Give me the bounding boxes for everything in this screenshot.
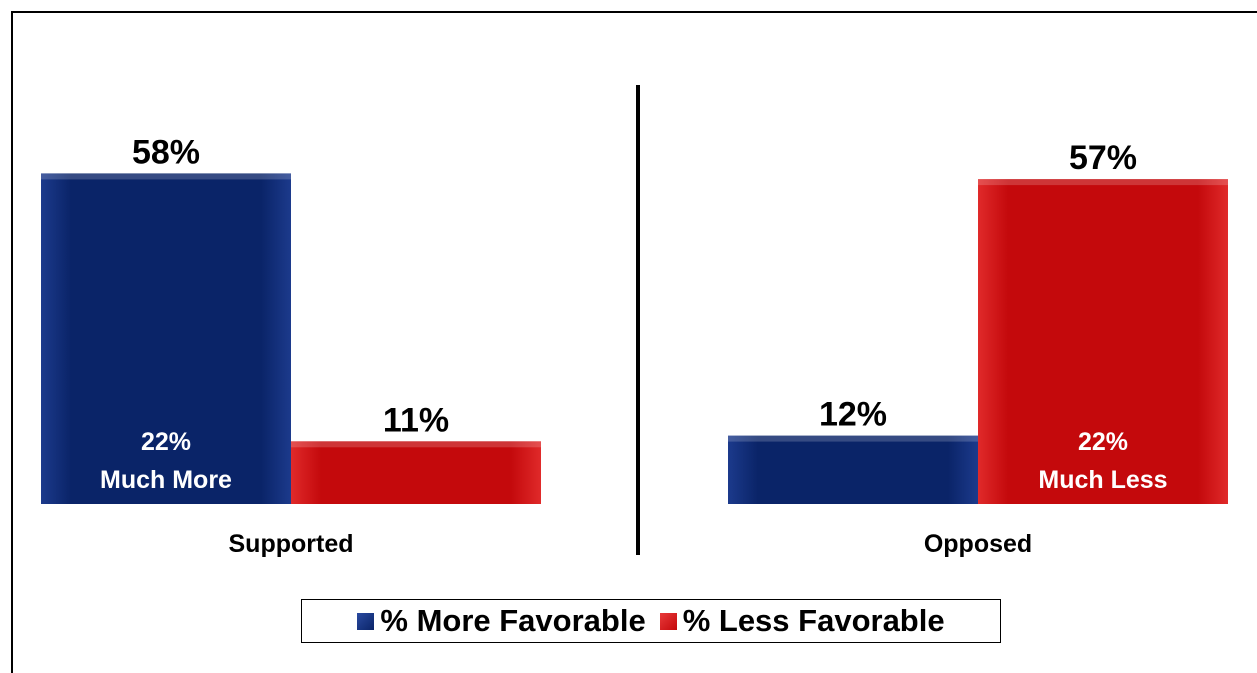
legend-item-more-favorable: % More Favorable xyxy=(357,603,646,639)
annotation-opposed-line-1: Much Less xyxy=(1038,466,1167,494)
bar-supported-more-favorable xyxy=(41,173,291,504)
value-label-supported-more-favorable: 58% xyxy=(132,133,200,171)
legend-swatch-more-favorable xyxy=(357,612,375,630)
bar-bevel xyxy=(978,179,1228,186)
bar-opposed-more-favorable xyxy=(728,435,978,504)
bar-bevel xyxy=(728,435,978,442)
legend-label-less-favorable: % Less Favorable xyxy=(682,603,945,638)
annotation-supported-line-0: 22% xyxy=(141,428,191,456)
legend-swatch-less-favorable xyxy=(659,612,677,630)
chart-frame xyxy=(11,11,1257,673)
legend-item-less-favorable: % Less Favorable xyxy=(659,603,945,639)
bar-bevel xyxy=(291,441,541,448)
annotation-opposed-line-0: 22% xyxy=(1078,428,1128,456)
legend-label-more-favorable: % More Favorable xyxy=(380,603,646,638)
category-label-opposed: Opposed xyxy=(924,530,1032,558)
annotation-supported-line-1: Much More xyxy=(100,466,232,494)
bar-bevel xyxy=(41,173,291,180)
value-label-opposed-less-favorable: 57% xyxy=(1069,139,1137,177)
bar-supported-less-favorable xyxy=(291,441,541,504)
bar-opposed-less-favorable xyxy=(978,179,1228,504)
category-label-supported: Supported xyxy=(229,530,354,558)
legend: % More Favorable % Less Favorable xyxy=(301,599,1001,643)
value-label-opposed-more-favorable: 12% xyxy=(819,396,887,434)
value-label-supported-less-favorable: 11% xyxy=(383,401,449,439)
